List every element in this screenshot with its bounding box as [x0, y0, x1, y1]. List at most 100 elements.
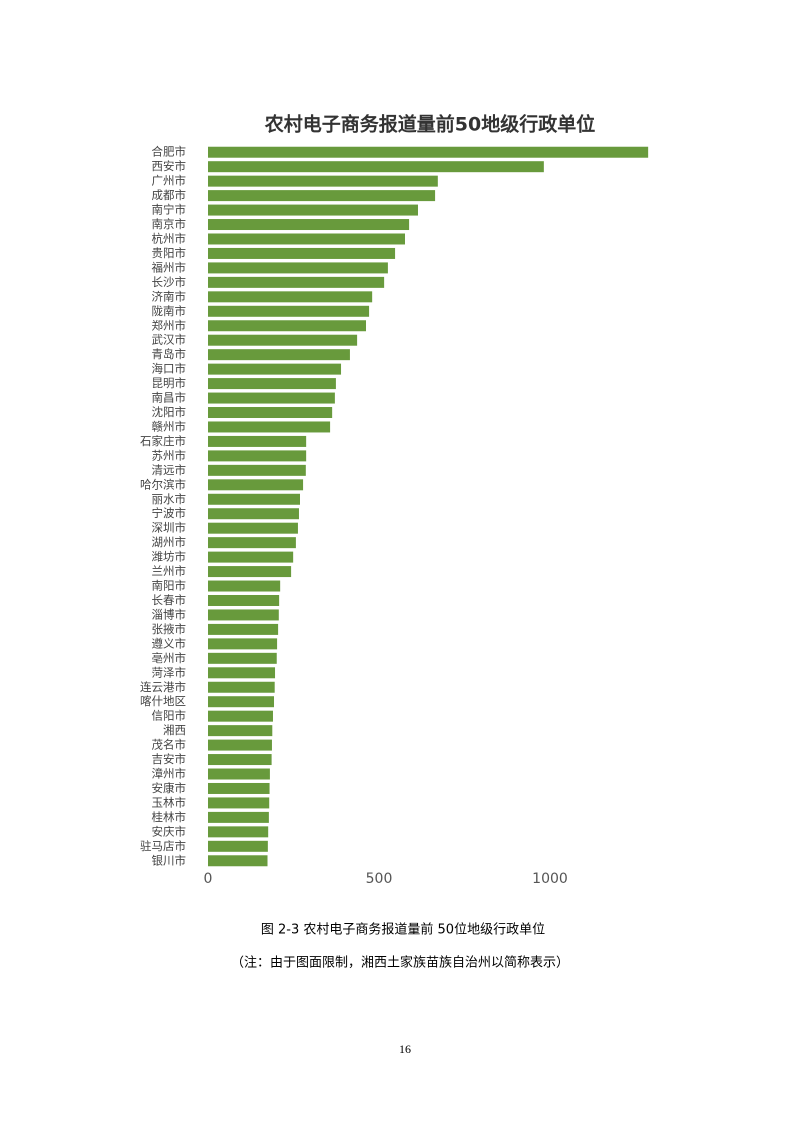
- y-tick-label: 深圳市: [152, 521, 187, 535]
- bar: [208, 594, 280, 606]
- y-tick-label: 长春市: [152, 593, 187, 607]
- bar: [208, 811, 269, 823]
- y-tick-label: 安庆市: [152, 824, 187, 838]
- y-tick-label: 陇南市: [152, 304, 187, 318]
- x-tick-label: 1000: [532, 871, 568, 887]
- y-tick-label: 沈阳市: [152, 405, 187, 419]
- y-tick-label: 昆明市: [152, 376, 187, 390]
- bar: [208, 464, 306, 476]
- bar: [208, 421, 331, 433]
- y-tick-label: 清远市: [152, 463, 187, 477]
- bar: [208, 782, 270, 794]
- bar: [208, 754, 272, 766]
- bar: [208, 262, 388, 274]
- bar: [208, 551, 294, 563]
- bar: [208, 493, 300, 505]
- y-tick-label: 南京市: [152, 217, 187, 231]
- bar: [208, 681, 275, 693]
- y-tick-label: 成都市: [152, 188, 187, 202]
- y-tick-label: 苏州市: [152, 448, 187, 462]
- y-tick-label: 驻马店市: [140, 839, 186, 853]
- y-tick-label: 吉安市: [152, 752, 187, 766]
- y-tick-label: 武汉市: [152, 333, 187, 347]
- y-tick-label: 菏泽市: [152, 665, 187, 679]
- y-tick-label: 张掖市: [152, 622, 187, 636]
- bar: [208, 334, 358, 346]
- y-tick-label: 海口市: [152, 362, 187, 376]
- y-tick-label: 哈尔滨市: [140, 477, 186, 491]
- bar: [208, 161, 544, 173]
- y-tick-label: 玉林市: [152, 795, 187, 809]
- bar: [208, 435, 307, 447]
- bar: [208, 363, 342, 375]
- bar: [208, 320, 367, 332]
- bar: [208, 378, 336, 390]
- y-tick-label: 杭州市: [152, 231, 187, 245]
- bar: [208, 840, 268, 852]
- bar: [208, 450, 307, 462]
- bar: [208, 219, 410, 231]
- bar: [208, 725, 273, 737]
- y-tick-label: 长沙市: [152, 275, 187, 289]
- y-tick-label: 合肥市: [152, 145, 187, 159]
- y-tick-label: 赣州市: [152, 419, 187, 433]
- y-tick-label: 安康市: [152, 781, 187, 795]
- bar: [208, 190, 436, 202]
- bar: [208, 623, 279, 635]
- y-tick-label: 漳州市: [152, 767, 187, 781]
- y-tick-label: 南宁市: [152, 203, 187, 217]
- y-tick-label: 茂名市: [152, 738, 187, 752]
- bar: [208, 204, 418, 216]
- bar: [208, 768, 270, 780]
- bar: [208, 739, 272, 751]
- y-tick-label: 湘西: [163, 723, 186, 737]
- y-tick-label: 南阳市: [152, 579, 187, 593]
- y-tick-label: 淄博市: [152, 607, 187, 621]
- bar: [208, 537, 296, 549]
- y-tick-label: 信阳市: [152, 709, 187, 723]
- y-tick-label: 石家庄市: [140, 434, 186, 448]
- y-tick-label: 青岛市: [152, 347, 187, 361]
- y-tick-label: 南昌市: [152, 391, 187, 405]
- y-tick-label: 银川市: [152, 853, 187, 867]
- y-tick-label: 西安市: [152, 159, 187, 173]
- bar: [208, 580, 281, 592]
- bar: [208, 797, 270, 809]
- bar: [208, 638, 278, 650]
- y-tick-label: 福州市: [152, 260, 187, 274]
- bar: [208, 291, 373, 303]
- y-tick-label: 广州市: [152, 174, 187, 188]
- bar: [208, 667, 276, 679]
- bar: [208, 609, 279, 621]
- y-tick-label: 丽水市: [152, 492, 187, 506]
- bar: [208, 175, 438, 187]
- bar: [208, 407, 333, 419]
- x-tick-label: 0: [204, 871, 213, 887]
- bar: [208, 392, 335, 404]
- y-tick-label: 贵阳市: [152, 246, 187, 260]
- bar: [208, 276, 385, 288]
- bar: [208, 233, 405, 245]
- y-tick-label: 郑州市: [152, 318, 187, 332]
- y-tick-label: 兰州市: [152, 564, 187, 578]
- caption: 图 2-3 农村电子商务报道量前 50位地级行政单位: [261, 922, 545, 938]
- bar: [208, 826, 269, 838]
- bar: [208, 146, 649, 158]
- y-tick-label: 喀什地区: [140, 694, 186, 708]
- y-tick-label: 桂林市: [152, 810, 187, 824]
- bar: [208, 522, 298, 534]
- bar: [208, 349, 350, 361]
- page-number: 16: [399, 1042, 411, 1056]
- y-tick-label: 济南市: [152, 289, 187, 303]
- y-tick-label: 连云港市: [140, 680, 186, 694]
- bar: [208, 696, 275, 708]
- bar: [208, 566, 292, 578]
- bar: [208, 855, 268, 867]
- y-tick-label: 潍坊市: [152, 550, 187, 564]
- y-tick-label: 宁波市: [152, 506, 187, 520]
- bar: [208, 247, 396, 259]
- bar: [208, 508, 299, 520]
- chart-title: 农村电子商务报道量前50地级行政单位: [264, 113, 595, 136]
